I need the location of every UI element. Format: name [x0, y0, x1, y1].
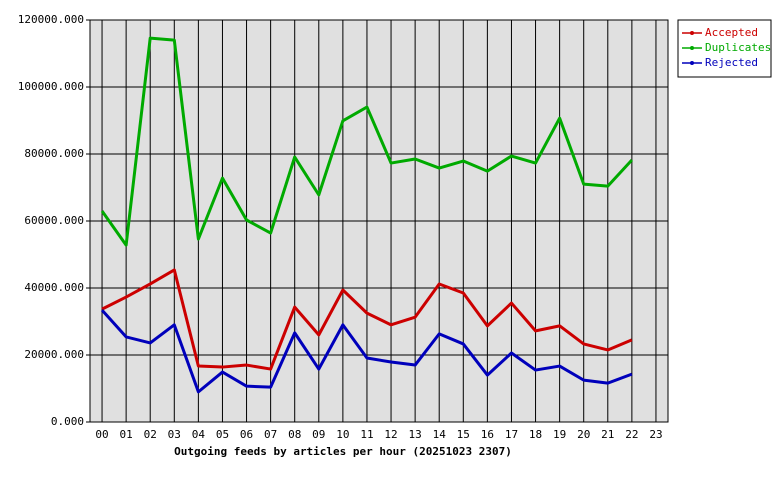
x-tick-label: 08 [288, 428, 301, 441]
x-tick-label: 06 [240, 428, 253, 441]
x-tick-label: 10 [336, 428, 349, 441]
y-tick-label: 60000.000 [24, 214, 84, 227]
y-tick-label: 20000.000 [24, 348, 84, 361]
x-tick-label: 23 [649, 428, 662, 441]
legend-marker [690, 46, 694, 50]
y-tick-label: 0.000 [51, 415, 84, 428]
x-tick-label: 07 [264, 428, 277, 441]
y-tick-label: 100000.000 [18, 80, 84, 93]
x-tick-label: 01 [120, 428, 133, 441]
y-tick-label: 120000.000 [18, 13, 84, 26]
legend-label: Accepted [705, 26, 758, 39]
x-tick-label: 17 [505, 428, 518, 441]
x-tick-label: 16 [481, 428, 494, 441]
x-tick-label: 04 [192, 428, 206, 441]
x-tick-label: 09 [312, 428, 325, 441]
x-tick-label: 03 [168, 428, 181, 441]
legend-marker [690, 31, 694, 35]
x-tick-label: 14 [433, 428, 447, 441]
legend-marker [690, 61, 694, 65]
series-line [100, 36, 633, 247]
x-tick-label: 21 [601, 428, 614, 441]
x-tick-label: 13 [409, 428, 422, 441]
x-tick-label: 12 [384, 428, 397, 441]
x-tick-label: 15 [457, 428, 470, 441]
x-tick-label: 05 [216, 428, 229, 441]
chart-title: Outgoing feeds by articles per hour (202… [174, 445, 512, 458]
y-tick-label: 40000.000 [24, 281, 84, 294]
x-tick-label: 02 [144, 428, 157, 441]
series-line [100, 309, 633, 394]
series-line [101, 268, 633, 371]
legend-label: Duplicates [705, 41, 771, 54]
y-tick-label: 80000.000 [24, 147, 84, 160]
legend-label: Rejected [705, 56, 758, 69]
x-tick-label: 22 [625, 428, 638, 441]
x-tick-label: 20 [577, 428, 590, 441]
x-tick-label: 11 [360, 428, 373, 441]
x-tick-label: 19 [553, 428, 566, 441]
x-tick-label: 18 [529, 428, 542, 441]
x-tick-label: 00 [95, 428, 108, 441]
